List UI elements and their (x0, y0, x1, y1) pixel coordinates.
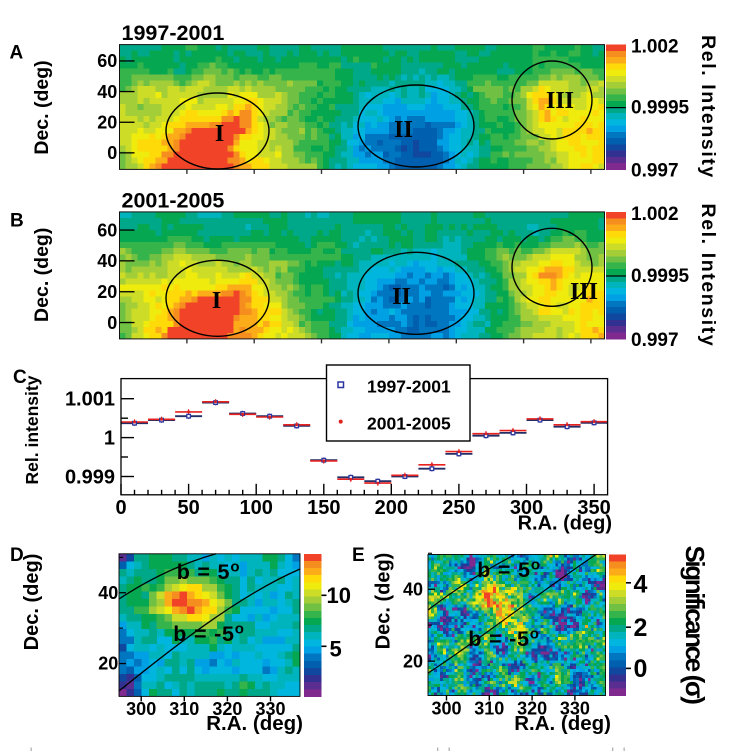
svg-text:1.002: 1.002 (631, 37, 679, 58)
svg-text:1997-2001: 1997-2001 (367, 377, 451, 397)
svg-text:b = -5o: b = -5o (468, 626, 540, 652)
svg-text:R.A. (deg): R.A. (deg) (518, 513, 612, 535)
svg-text:III: III (546, 88, 574, 114)
svg-text:330: 330 (560, 699, 590, 719)
svg-text:5: 5 (330, 637, 342, 662)
svg-text:0.999: 0.999 (65, 467, 115, 489)
svg-text:310: 310 (474, 699, 504, 719)
svg-text:40: 40 (97, 82, 117, 102)
svg-text:0: 0 (107, 143, 117, 163)
svg-text:R.A. (deg): R.A. (deg) (206, 712, 303, 735)
svg-text:1.002: 1.002 (631, 204, 679, 225)
svg-text:250: 250 (442, 497, 475, 519)
svg-text:I: I (215, 121, 224, 147)
svg-text:0.997: 0.997 (631, 160, 679, 181)
svg-text:b = 5o: b = 5o (177, 559, 241, 585)
svg-text:40: 40 (97, 251, 117, 271)
svg-text:C: C (13, 367, 27, 388)
svg-text:D: D (10, 545, 24, 566)
svg-text:300: 300 (510, 497, 543, 519)
svg-text:Dec. (deg): Dec. (deg) (21, 554, 43, 651)
svg-text:B: B (10, 211, 24, 232)
svg-text:0: 0 (115, 497, 126, 519)
svg-text:I: I (212, 288, 221, 314)
svg-text:200: 200 (375, 497, 408, 519)
svg-text:20: 20 (97, 282, 117, 302)
svg-text:300: 300 (126, 699, 156, 719)
svg-text:2001-2005: 2001-2005 (367, 414, 451, 434)
svg-text:II: II (392, 284, 411, 310)
svg-text:II: II (394, 117, 413, 143)
svg-text:Rel. intensity: Rel. intensity (22, 375, 42, 484)
svg-text:10: 10 (327, 583, 351, 608)
svg-text:60: 60 (97, 51, 117, 71)
svg-text:60: 60 (97, 220, 117, 240)
svg-text:350: 350 (577, 497, 610, 519)
svg-text:300: 300 (431, 699, 461, 719)
svg-text:40: 40 (98, 583, 118, 603)
svg-text:Rel. Intensity: Rel. Intensity (697, 35, 719, 179)
svg-text:0.997: 0.997 (631, 330, 679, 351)
svg-text:R.A. (deg): R.A. (deg) (514, 712, 611, 735)
svg-text:20: 20 (403, 651, 423, 671)
svg-text:2001-2005: 2001-2005 (122, 189, 225, 213)
svg-text:Dec. (deg): Dec. (deg) (31, 228, 53, 322)
svg-text:40: 40 (403, 579, 423, 599)
svg-text:1.001: 1.001 (65, 389, 115, 411)
svg-text:III: III (570, 279, 598, 305)
svg-text:330: 330 (255, 699, 285, 719)
svg-text:1997-2001: 1997-2001 (122, 21, 225, 45)
svg-text:4: 4 (634, 571, 648, 599)
svg-text:20: 20 (98, 654, 118, 674)
svg-text:150: 150 (307, 497, 340, 519)
svg-text:50: 50 (177, 497, 199, 519)
svg-text:310: 310 (169, 699, 199, 719)
svg-text:0.9995: 0.9995 (631, 98, 690, 119)
svg-text:20: 20 (97, 113, 117, 133)
svg-text:320: 320 (212, 699, 242, 719)
svg-text:320: 320 (517, 699, 547, 719)
svg-text:E: E (352, 545, 365, 566)
svg-text:b = 5o: b = 5o (477, 557, 541, 583)
svg-text:0: 0 (107, 313, 117, 333)
svg-text:b = -5o: b = -5o (173, 621, 245, 647)
svg-text:Rel. Intensity: Rel. Intensity (697, 204, 719, 348)
svg-text:0.9995: 0.9995 (631, 266, 690, 287)
svg-text:A: A (10, 43, 24, 64)
svg-text:Dec. (deg): Dec. (deg) (31, 60, 53, 154)
svg-text:2: 2 (634, 614, 648, 642)
svg-text:Significance (σ): Significance (σ) (680, 545, 710, 704)
svg-text:1: 1 (104, 428, 115, 450)
svg-text:Dec. (deg): Dec. (deg) (373, 553, 395, 650)
svg-text:0: 0 (634, 655, 648, 683)
svg-text:100: 100 (240, 497, 273, 519)
